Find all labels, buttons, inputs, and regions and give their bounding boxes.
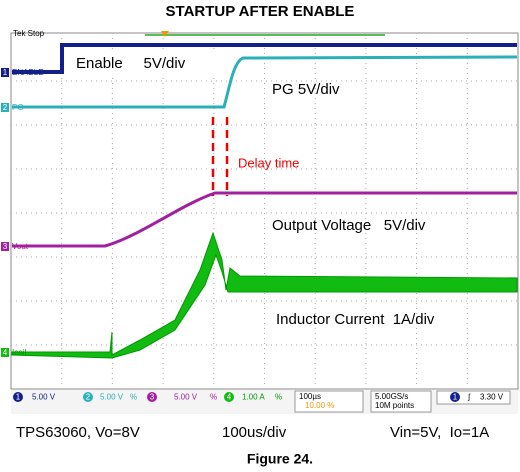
annotation: Output Voltage 5V/div	[272, 217, 426, 234]
annotation: Inductor Current 1A/div	[276, 311, 435, 328]
figure-label: Figure 24.	[247, 451, 313, 467]
ch-label: Icoil	[12, 348, 26, 357]
sb-trigger-ch: 1	[453, 393, 458, 402]
scope-screen	[10, 32, 519, 390]
annotation-bg	[66, 52, 226, 74]
sb-ch: 3	[150, 393, 155, 402]
sb-scale: 5.00 V	[32, 393, 56, 402]
sb-bw: %	[210, 393, 217, 402]
sb-scale: 5.00 V	[174, 393, 198, 402]
ch-number: 3	[3, 242, 8, 251]
enable-trace	[12, 43, 517, 74]
annotation: Delay time	[238, 155, 299, 170]
sb-bw: %	[275, 393, 282, 402]
ch-number: 4	[3, 348, 8, 357]
title: STARTUP AFTER ENABLE	[166, 3, 355, 20]
caption: TPS63060, Vo=8V	[16, 424, 140, 441]
sb-scale: 1.00 A	[242, 393, 265, 402]
channel-labels: 1 ENABLE 2 PG 3 Vout 4 Icoil	[1, 68, 44, 357]
sb-bw: %	[130, 393, 137, 402]
delay-markers	[211, 117, 229, 196]
annotation: PG 5V/div	[272, 81, 340, 98]
scope-status: Tek Stop	[13, 29, 45, 38]
sb-record: 10M points	[375, 401, 414, 410]
sb-sample-rate: 5.00GS/s	[375, 392, 408, 401]
caption: Vin=5V, Io=1A	[390, 424, 489, 441]
vout-trace	[12, 191, 517, 248]
trigger-marker	[161, 31, 169, 37]
caption: 100us/div	[222, 424, 287, 441]
status-bar	[11, 390, 518, 414]
ch-label: PG	[12, 103, 24, 112]
pg-trace	[12, 55, 518, 109]
sb-ch: 4	[227, 393, 232, 402]
ch-label: Vout	[12, 242, 29, 251]
ch-label: ENABLE	[12, 68, 44, 77]
sb-trigger-pos: 10.00 %	[305, 401, 334, 410]
sb-ch: 1	[16, 393, 21, 402]
sb-ch: 2	[86, 393, 91, 402]
ch-number: 2	[3, 103, 8, 112]
icoil-trace	[11, 231, 518, 359]
sb-scale: 5.00 V	[100, 393, 124, 402]
annotation: Enable 5V/div	[76, 55, 186, 72]
status-items: 1 5.00 V 2 5.00 V% 3 5.00 V% 4 1.00 A% 100µs…	[13, 390, 511, 413]
svg-text:∫: ∫	[467, 393, 471, 402]
sb-timebase: 100µs	[299, 392, 321, 401]
ch-number: 1	[3, 68, 8, 77]
sb-trigger-level: 3.30 V	[480, 393, 504, 402]
